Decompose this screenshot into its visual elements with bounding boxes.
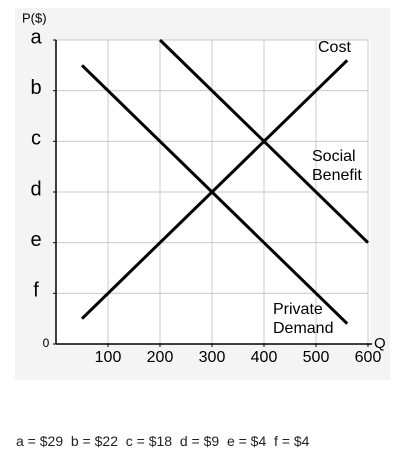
x-tick-label: 400 bbox=[251, 349, 278, 366]
y-tick-label: c bbox=[31, 128, 41, 150]
x-tick-label: 600 bbox=[355, 349, 382, 366]
x-tick-label: 300 bbox=[199, 349, 226, 366]
y-tick-label: a bbox=[30, 26, 42, 48]
curve-label: Social Benefit bbox=[312, 148, 362, 184]
y-tick-label: e bbox=[30, 229, 41, 251]
curve-line bbox=[158, 38, 370, 244]
curve-label: Private Demand bbox=[273, 301, 334, 337]
x-tick-label: 200 bbox=[147, 349, 174, 366]
curve-line bbox=[80, 59, 349, 320]
y-tick-label: f bbox=[33, 280, 39, 302]
x-tick-label: 100 bbox=[95, 349, 122, 366]
y-tick-label: d bbox=[30, 178, 41, 200]
price-note: a = $29 b = $22 c = $18 d = $9 e = $4 f … bbox=[16, 433, 310, 449]
chart: P($) Q 0 f e d c b a 100 200 300 400 500 600 bbox=[15, 8, 390, 380]
y-tick-label: b bbox=[30, 77, 41, 99]
curve-line bbox=[80, 64, 349, 325]
x-tick-label: 500 bbox=[303, 349, 330, 366]
y-axis-title: P($) bbox=[22, 10, 47, 25]
y-tick-label: 0 bbox=[43, 336, 50, 350]
x-axis-title: Q bbox=[374, 335, 386, 352]
curve-label: Cost bbox=[318, 39, 351, 56]
